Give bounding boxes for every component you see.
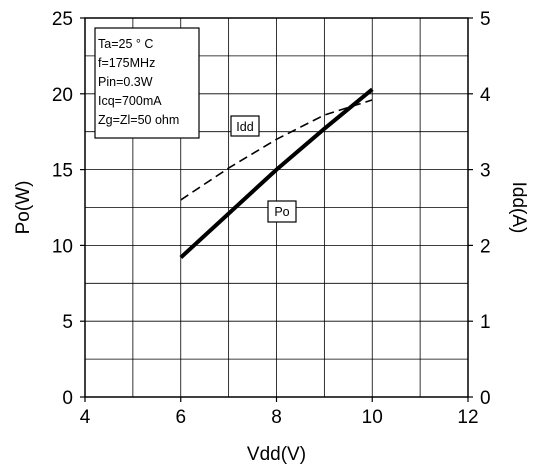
y-right-tick-label: 3 [480,161,491,182]
conditions-box: Ta=25 ° C f=175MHz Pin=0.3W Icq=700mA Zg… [94,27,200,139]
condition-line: f=175MHz [98,56,155,70]
series-label-po-text: Po [274,205,289,219]
condition-line: Pin=0.3W [98,75,153,89]
y-left-tick-label: 20 [52,85,73,106]
x-axis-label: Vdd(V) [247,444,306,465]
y-axis-right-label: Idd(A) [508,182,529,234]
series-line-po [179,87,374,259]
series-label-po-frame [267,200,297,223]
y-right-tick-label: 1 [480,312,491,333]
series-line-idd [180,99,373,201]
y-left-tick-label: 25 [52,9,73,30]
condition-line: Ta=25 ° C [98,37,153,51]
y-right-tick-label: 0 [480,388,491,409]
y-left-tick-label: 5 [62,312,73,333]
condition-line: Icq=700mA [98,94,162,108]
condition-line: Zg=Zl=50 ohm [98,113,179,127]
y-right-tick-label: 4 [480,85,491,106]
series-lines [179,87,374,259]
tick-marks [80,17,473,402]
x-tick-label: 10 [362,407,383,428]
y-left-tick-label: 10 [52,236,73,257]
series-label-idd-text: Idd [236,120,253,134]
y-right-tick-label: 5 [480,9,491,30]
series-label-idd-frame [230,115,260,137]
conditions-frame [94,27,200,139]
y-left-tick-label: 15 [52,161,73,182]
y-right-tick-label: 2 [480,236,491,257]
x-tick-label: 8 [271,407,282,428]
series-label-po: Po [267,200,297,223]
x-tick-label: 6 [175,407,186,428]
series-label-idd: Idd [230,115,260,137]
x-tick-label: 4 [80,407,91,428]
y-left-tick-label: 0 [62,388,73,409]
y-axis-left-label: Po(W) [13,181,34,235]
x-tick-label: 12 [457,407,478,428]
